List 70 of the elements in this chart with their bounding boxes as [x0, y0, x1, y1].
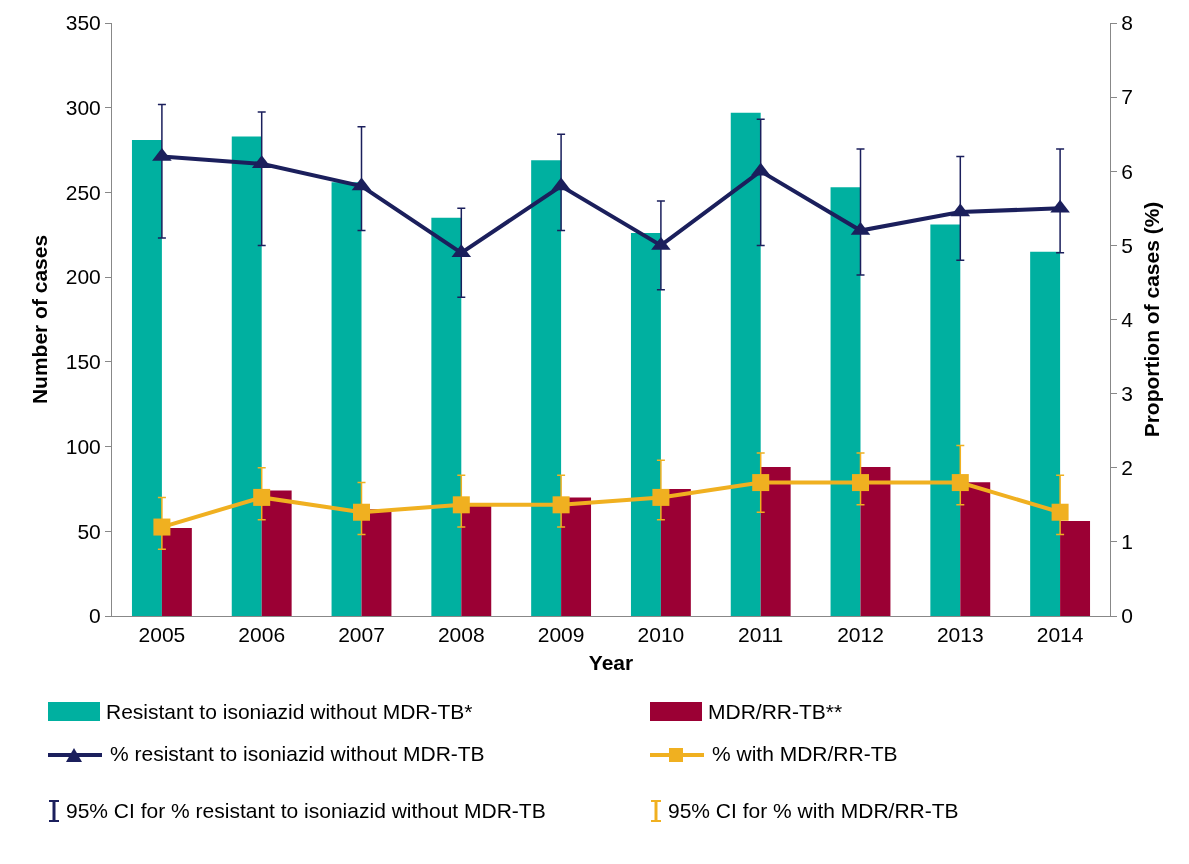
bar: [1030, 251, 1061, 616]
bar: [161, 527, 192, 616]
point: [1050, 199, 1070, 213]
y-tick-label: 350: [65, 11, 101, 35]
x-axis-title: Year: [588, 651, 634, 675]
bar: [960, 482, 991, 616]
bar: [331, 182, 362, 616]
x-tick-label: 2014: [1036, 623, 1084, 647]
bar: [131, 139, 162, 616]
x-tick-label: 2008: [437, 623, 485, 647]
point: [552, 496, 570, 514]
bar: [431, 217, 462, 616]
x-tick-label: 2007: [338, 623, 385, 647]
point: [1051, 503, 1069, 521]
y-axis-title: Number of cases: [27, 234, 51, 405]
bar: [1060, 521, 1091, 616]
point: [752, 474, 770, 492]
point: [353, 503, 370, 521]
bar: [760, 466, 791, 616]
bar: [361, 509, 392, 616]
bar: [461, 504, 492, 616]
y2-tick-label: 8: [1121, 11, 1133, 35]
bar: [730, 112, 761, 616]
y-tick-label: 0: [89, 604, 101, 628]
y2-tick-label: 3: [1121, 381, 1133, 405]
bar: [561, 497, 592, 616]
y2-tick-label: 2: [1121, 456, 1133, 480]
y2-tick-label: 6: [1121, 159, 1133, 183]
legend-label: Resistant to isoniazid without MDR-TB*: [106, 700, 473, 724]
point: [652, 488, 670, 506]
y-tick-label: 300: [65, 96, 101, 120]
y-tick-label: 50: [77, 519, 101, 543]
point: [951, 474, 969, 492]
y-tick-label: 150: [65, 350, 101, 374]
x-tick-label: 2006: [238, 623, 286, 647]
point: [152, 147, 172, 161]
x-tick-label: 2009: [537, 623, 585, 647]
legend-label: MDR/RR-TB**: [708, 700, 843, 724]
y2-axis-title: Proportion of cases (%): [1140, 201, 1164, 438]
legend-label: % resistant to isoniazid without MDR-TB: [110, 742, 485, 766]
x-tick-label: 2013: [936, 623, 984, 647]
point: [253, 488, 271, 506]
point: [452, 496, 470, 514]
y-tick-label: 200: [65, 265, 101, 289]
text: 95% CI for % with MDR/RR-TB: [668, 798, 959, 824]
y2-tick-label: 1: [1121, 530, 1133, 554]
x-tick-label: 2012: [837, 623, 884, 647]
bar: [531, 160, 562, 616]
bar: [261, 490, 292, 616]
x-tick-label: 2005: [138, 623, 186, 647]
bar: [231, 136, 262, 616]
point: [651, 236, 671, 250]
y2-tick-label: 4: [1121, 307, 1134, 331]
y-tick-label: 250: [65, 180, 101, 204]
x-tick-label: 2011: [738, 623, 784, 647]
text: 95% CI for % resistant to isoniazid without MDR-TB: [65, 798, 546, 824]
y2-tick-label: 5: [1121, 233, 1133, 257]
y2-tick-label: 0: [1121, 604, 1133, 628]
bar: [930, 224, 961, 616]
point: [153, 518, 171, 536]
x-tick-label: 2010: [637, 623, 685, 647]
bar: [860, 466, 891, 616]
y-tick-label: 100: [65, 434, 101, 458]
point: [852, 474, 869, 492]
legend-label: % with MDR/RR-TB: [712, 742, 898, 766]
y2-tick-label: 7: [1121, 85, 1133, 109]
bar: [660, 488, 691, 616]
point: [551, 177, 571, 191]
bar: [830, 187, 861, 616]
bar: [630, 233, 661, 616]
